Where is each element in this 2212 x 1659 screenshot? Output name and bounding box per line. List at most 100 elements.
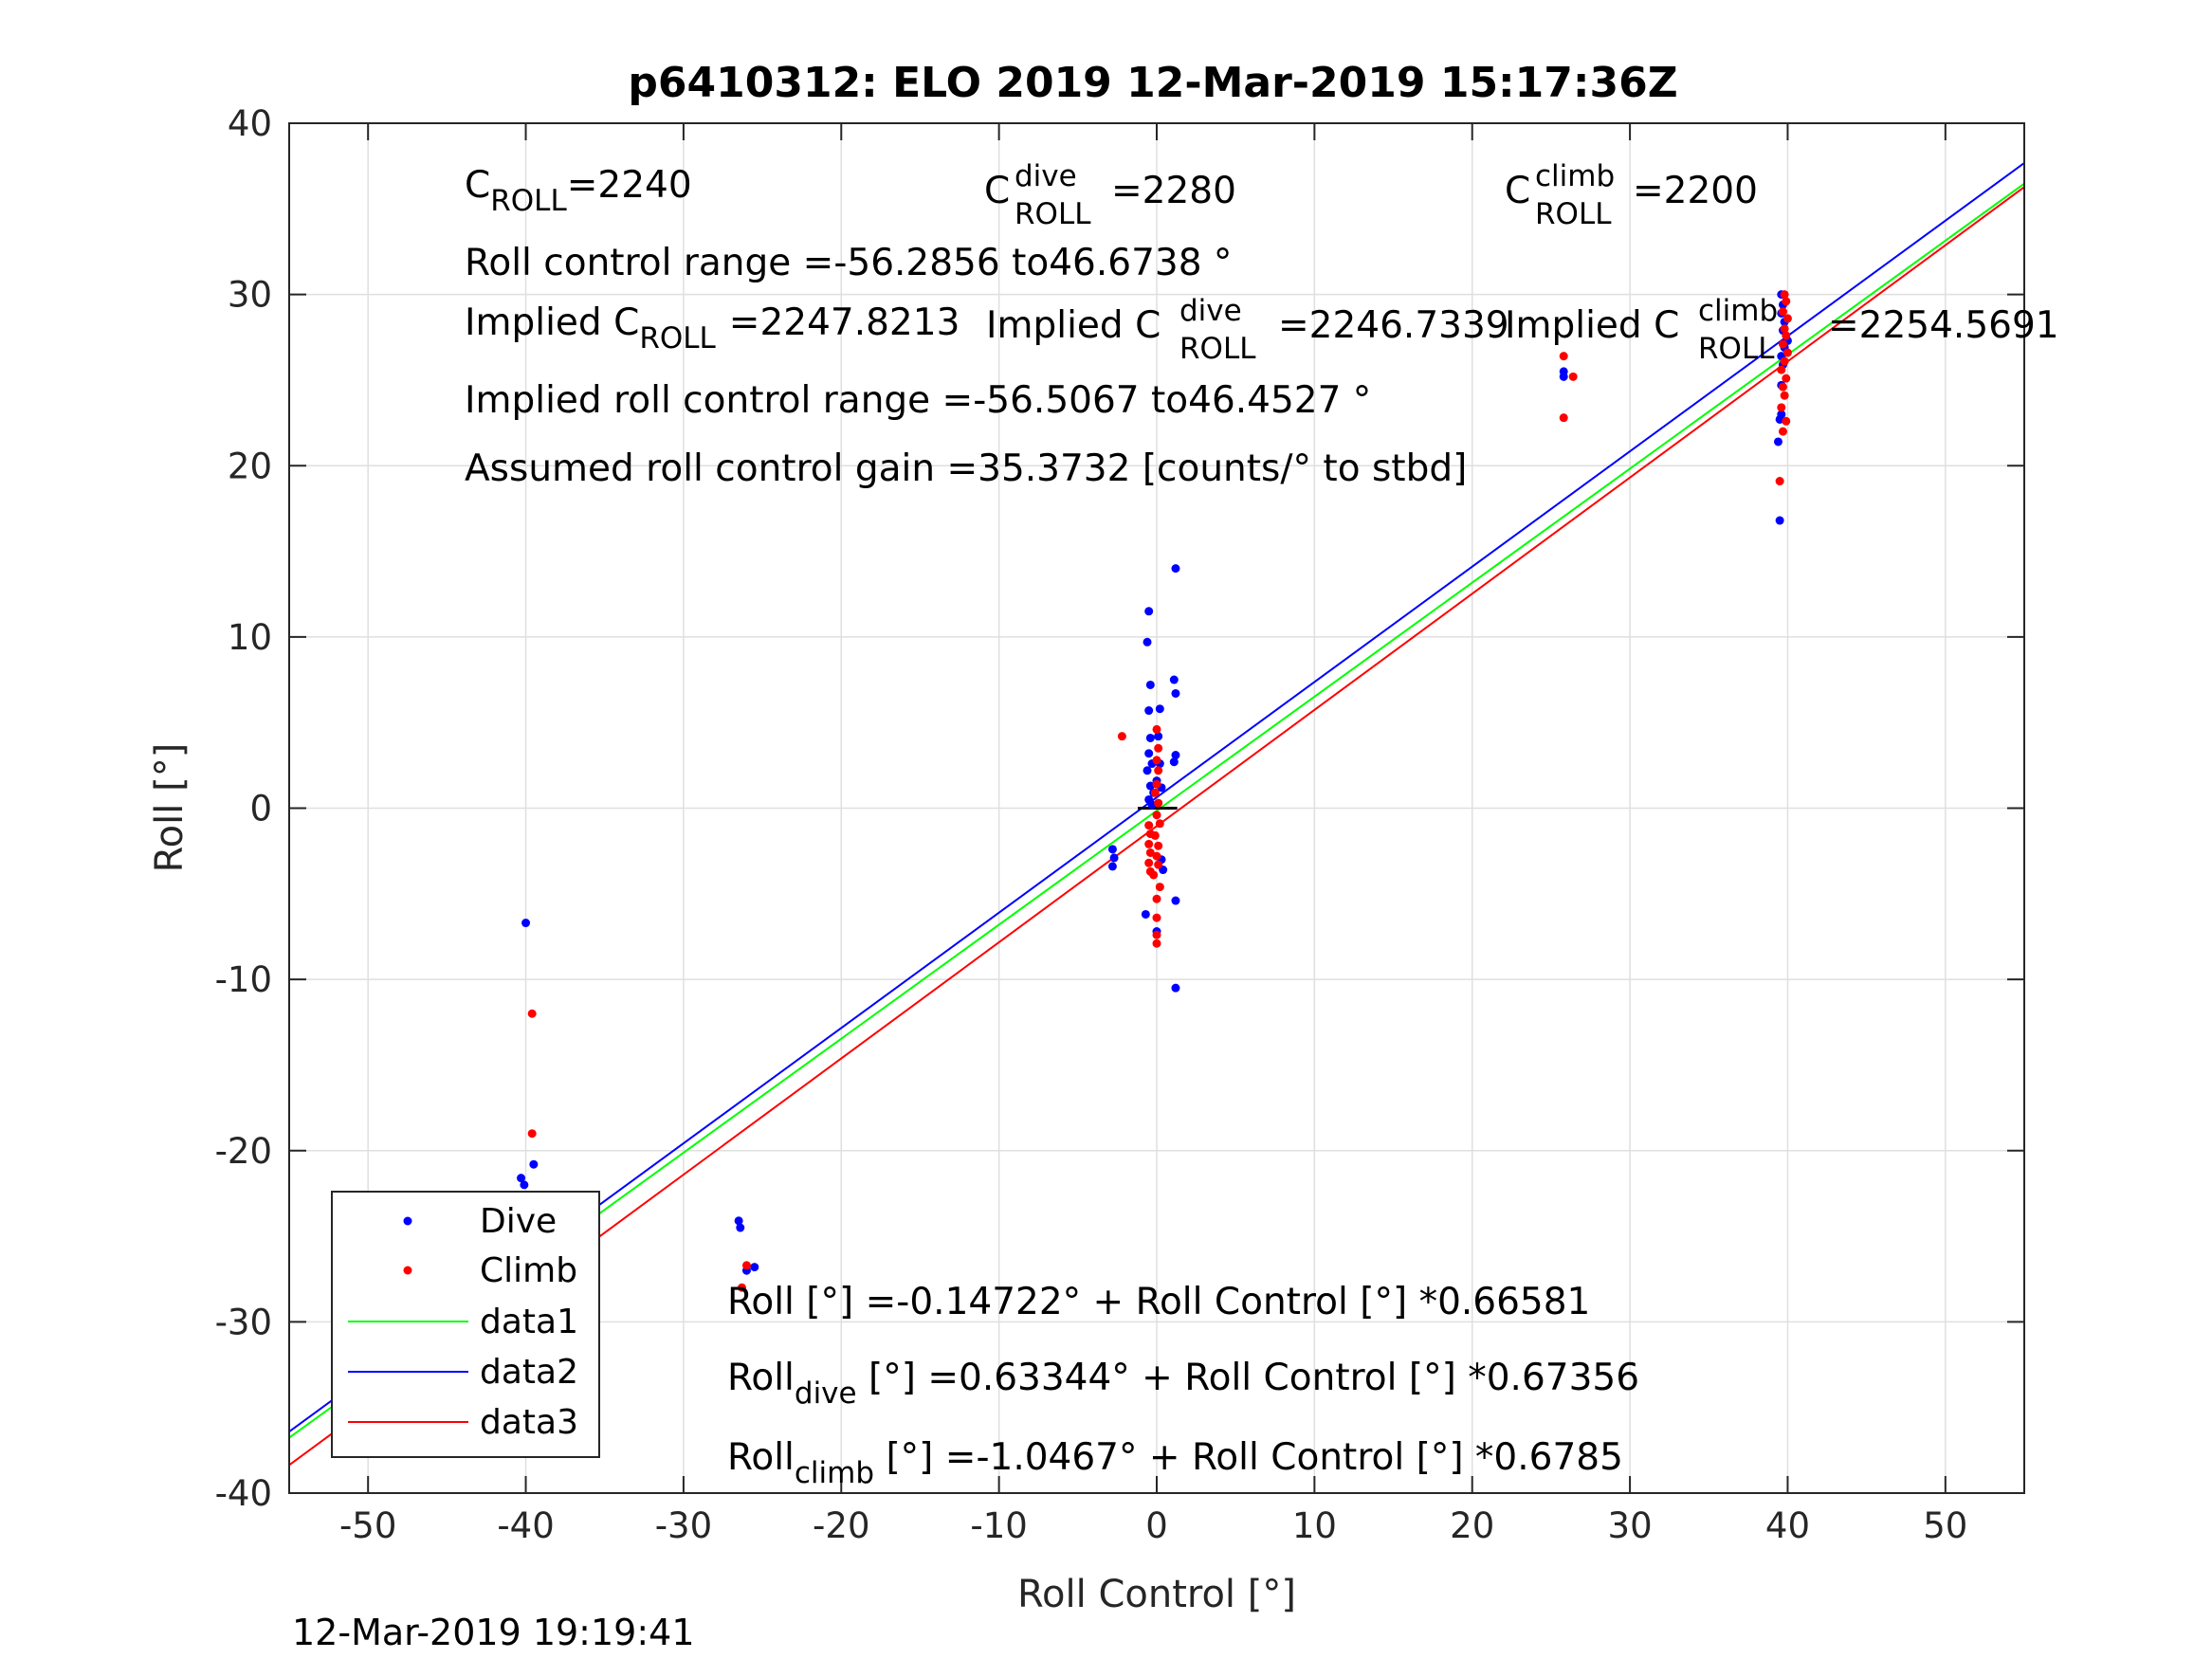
climb-point bbox=[1155, 883, 1164, 892]
annotation-c-climb-value: =2200 bbox=[1633, 170, 1758, 212]
climb-point bbox=[1778, 339, 1787, 349]
dive-point bbox=[1109, 853, 1119, 863]
climb-point bbox=[1152, 779, 1161, 789]
y-tick-label: -40 bbox=[215, 1473, 272, 1514]
climb-point bbox=[741, 1261, 751, 1270]
climb-point bbox=[1144, 858, 1154, 867]
y-tick-label: -20 bbox=[215, 1131, 272, 1172]
dive-point bbox=[750, 1263, 759, 1272]
annotation-implied-dive-sub: ROLL bbox=[1179, 332, 1256, 366]
climb-point bbox=[1152, 756, 1161, 765]
y-tick-labels: 40 30 20 10 0 -10 -20 -30 -40 bbox=[215, 103, 272, 1514]
fit-dive-pre: Roll bbox=[727, 1357, 795, 1399]
dive-point bbox=[1154, 732, 1163, 741]
annotation-implied-climb-pre: Implied C bbox=[1505, 304, 1679, 347]
climb-point bbox=[1782, 374, 1791, 383]
fit-dive-post: [°] =0.63344° + Roll Control [°] *0.6735… bbox=[857, 1357, 1639, 1399]
climb-point bbox=[1152, 913, 1161, 922]
climb-point bbox=[527, 1129, 537, 1139]
climb-point bbox=[1782, 314, 1792, 323]
climb-point bbox=[1155, 819, 1164, 829]
x-tick-label: 20 bbox=[1450, 1505, 1494, 1546]
climb-point bbox=[1777, 365, 1786, 374]
climb-point bbox=[1778, 307, 1787, 317]
fit-dive-sub: dive bbox=[795, 1376, 857, 1411]
implied-c-pre: Implied C bbox=[465, 301, 639, 344]
climb-point bbox=[1780, 356, 1789, 366]
c-roll-base: C bbox=[465, 164, 490, 207]
climb-point bbox=[1152, 894, 1161, 903]
annotation-fit-climb: Rollclimb [°] =-1.0467° + Roll Control [… bbox=[727, 1436, 1623, 1490]
x-tick-label: -50 bbox=[339, 1505, 396, 1546]
dive-point bbox=[529, 1159, 539, 1169]
legend-marker-dive bbox=[403, 1216, 412, 1226]
annotation-c-dive-base: C bbox=[984, 170, 1010, 212]
climb-point bbox=[1149, 870, 1159, 880]
dive-point bbox=[1171, 688, 1180, 698]
y-axis-label: Roll [°] bbox=[148, 743, 192, 873]
climb-point bbox=[1780, 324, 1789, 334]
dive-point bbox=[1144, 749, 1154, 758]
climb-point bbox=[1154, 860, 1163, 869]
legend-label-data3: data3 bbox=[480, 1403, 578, 1442]
annotation-c-climb-sup: climb bbox=[1535, 159, 1615, 193]
dive-point bbox=[1775, 516, 1784, 525]
dive-point bbox=[1145, 680, 1155, 689]
y-tick-label: 30 bbox=[228, 275, 272, 316]
x-tick-label: 40 bbox=[1765, 1505, 1810, 1546]
x-tick-label: -10 bbox=[970, 1505, 1027, 1546]
climb-point bbox=[1154, 743, 1163, 753]
y-tick-label: 0 bbox=[249, 789, 272, 830]
legend-label-data1: data1 bbox=[480, 1303, 578, 1341]
y-tick-label: -10 bbox=[215, 959, 272, 1000]
climb-point bbox=[1780, 290, 1789, 300]
climb-point bbox=[1144, 821, 1154, 830]
annotation-implied-c: Implied CROLL =2247.8213 bbox=[465, 301, 960, 356]
climb-point bbox=[1780, 391, 1789, 400]
climb-point bbox=[1782, 348, 1792, 357]
climb-point bbox=[1117, 732, 1126, 741]
x-tick-label: 30 bbox=[1608, 1505, 1653, 1546]
climb-point bbox=[1144, 839, 1154, 848]
annotation-implied-dive-value: =2246.7339 bbox=[1278, 304, 1509, 347]
c-roll-sub: ROLL bbox=[490, 184, 567, 218]
dive-point bbox=[1145, 733, 1155, 742]
climb-point bbox=[1778, 382, 1787, 392]
climb-point bbox=[1145, 848, 1155, 857]
climb-point bbox=[1559, 352, 1568, 361]
x-tick-labels: -50 -40 -30 -20 -10 0 10 20 30 40 50 bbox=[339, 1505, 1967, 1546]
dive-point bbox=[1144, 607, 1154, 616]
annotation-c-dive-value: =2280 bbox=[1111, 170, 1236, 212]
dive-point bbox=[736, 1223, 745, 1232]
climb-point bbox=[1782, 416, 1791, 426]
dive-point bbox=[517, 1174, 526, 1183]
dive-point bbox=[1155, 704, 1164, 714]
x-axis-label: Roll Control [°] bbox=[1017, 1573, 1296, 1616]
c-roll-value: =2240 bbox=[567, 164, 692, 207]
legend-label-dive: Dive bbox=[480, 1202, 557, 1241]
dive-point bbox=[1144, 706, 1154, 716]
dive-point bbox=[734, 1216, 743, 1226]
annotation-c-dive-sup: dive bbox=[1015, 159, 1077, 193]
climb-point bbox=[1154, 766, 1163, 775]
x-tick-label: -20 bbox=[813, 1505, 869, 1546]
annotation-fit-all: Roll [°] =-0.14722° + Roll Control [°] *… bbox=[727, 1281, 1590, 1323]
dive-point bbox=[1559, 372, 1568, 381]
dive-point bbox=[1141, 909, 1150, 919]
climb-point bbox=[1559, 413, 1568, 423]
climb-point bbox=[1152, 851, 1161, 861]
dive-point bbox=[1169, 675, 1179, 684]
dive-point bbox=[1773, 437, 1782, 447]
dive-point bbox=[1171, 564, 1180, 574]
dive-point bbox=[1169, 757, 1179, 767]
annotation-c-roll: CROLL=2240 bbox=[465, 164, 692, 218]
dive-point bbox=[1143, 637, 1152, 647]
climb-point bbox=[1152, 811, 1161, 820]
climb-point bbox=[1150, 788, 1160, 797]
footer-timestamp: 12-Mar-2019 19:19:41 bbox=[292, 1612, 695, 1653]
y-tick-label: 10 bbox=[228, 617, 272, 658]
dive-point bbox=[1171, 896, 1180, 905]
fit-climb-post: [°] =-1.0467° + Roll Control [°] *0.6785 bbox=[874, 1436, 1623, 1479]
y-tick-label: 20 bbox=[228, 446, 272, 486]
y-tick-label: -30 bbox=[215, 1302, 272, 1342]
